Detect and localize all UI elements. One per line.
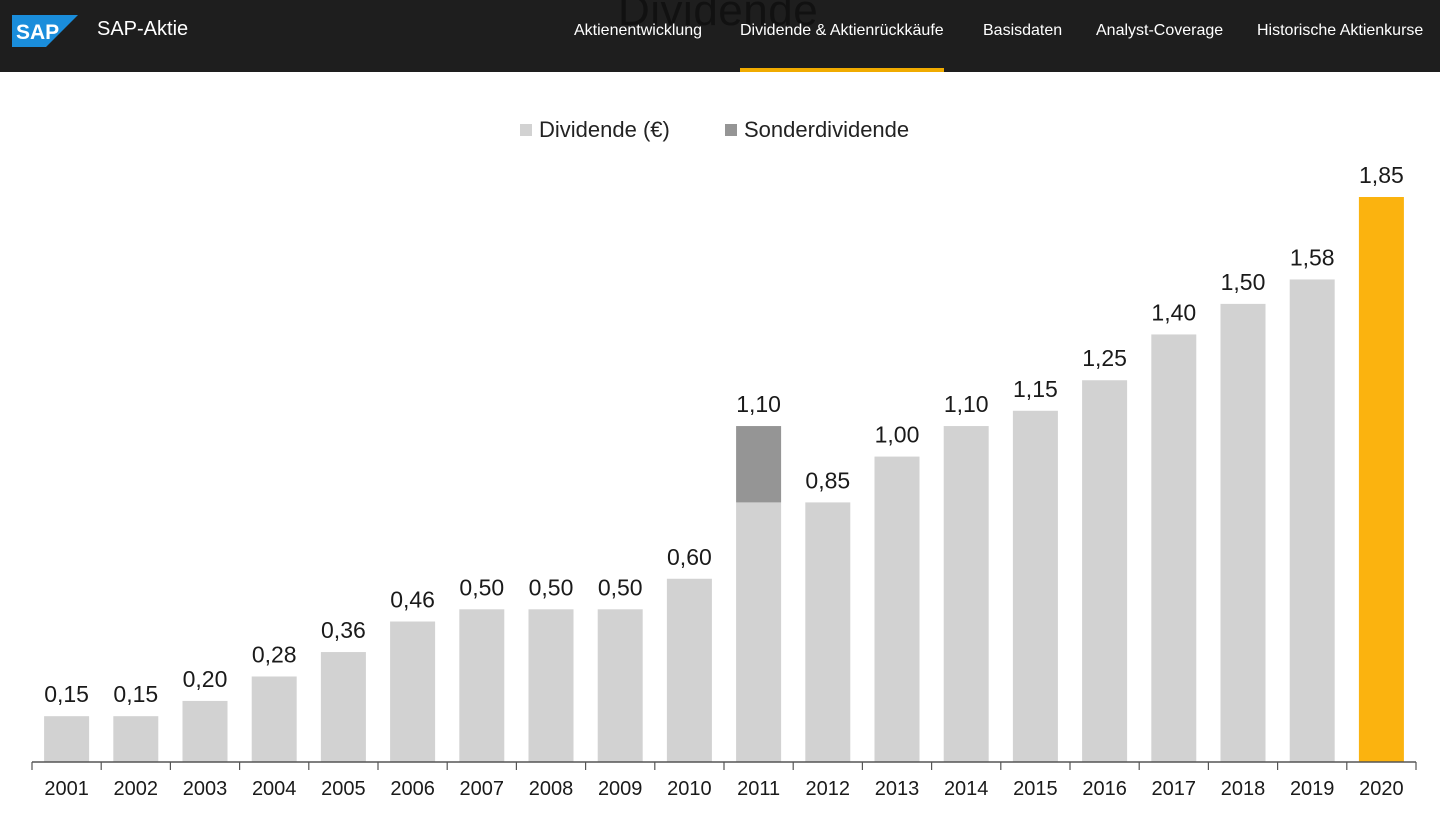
legend-swatch-dividende [520, 124, 532, 136]
nav-dividende-aktienrueckkaeufe[interactable]: Dividende & Aktienrückkäufe [740, 22, 944, 72]
nav-historische-aktienkurse[interactable]: Historische Aktienkurse [1257, 22, 1424, 39]
data-label-2012: 0,85 [805, 467, 850, 493]
data-label-2014: 1,10 [944, 391, 989, 417]
data-label-2015: 1,15 [1013, 376, 1058, 402]
bar-2016 [1082, 380, 1128, 762]
legend-label-dividende: Dividende (€) [539, 117, 670, 142]
bar-2012 [805, 502, 851, 762]
data-label-2019: 1,58 [1290, 244, 1335, 270]
x-tick-label-2010: 2010 [667, 778, 712, 800]
data-label-2013: 1,00 [875, 422, 920, 448]
legend-swatch-sonderdividende [725, 124, 737, 136]
data-label-2006: 0,46 [390, 587, 435, 613]
brand-title[interactable]: SAP-Aktie [97, 18, 189, 40]
x-tick-label-2014: 2014 [944, 778, 989, 800]
bar-2019 [1289, 279, 1335, 762]
data-label-2009: 0,50 [598, 574, 643, 600]
data-label-2004: 0,28 [252, 641, 297, 667]
bar-2018 [1220, 303, 1266, 762]
x-tick-label-2020: 2020 [1359, 778, 1404, 800]
x-tick-label-2013: 2013 [875, 778, 920, 800]
bar-2011 [736, 502, 782, 762]
nav-analyst-coverage[interactable]: Analyst-Coverage [1096, 22, 1224, 39]
x-tick-label-2007: 2007 [460, 778, 505, 800]
data-label-2016: 1,25 [1082, 345, 1127, 371]
data-label-2010: 0,60 [667, 544, 712, 570]
data-label-2018: 1,50 [1221, 269, 1266, 295]
bar-2008 [528, 609, 574, 762]
legend-item-dividende: Dividende (€) [520, 117, 670, 143]
x-tick-label-2018: 2018 [1221, 778, 1266, 800]
x-tick-label-2008: 2008 [529, 778, 574, 800]
bar-2013 [874, 456, 920, 762]
x-tick-label-2017: 2017 [1152, 778, 1197, 800]
x-tick-label-2006: 2006 [390, 778, 435, 800]
data-label-2001: 0,15 [44, 681, 89, 707]
bar-special-2011 [736, 426, 782, 503]
x-tick-label-2005: 2005 [321, 778, 366, 800]
data-label-2017: 1,40 [1151, 299, 1196, 325]
bar-2014 [943, 426, 989, 762]
data-label-2005: 0,36 [321, 617, 366, 643]
top-navigation-bar: Dividende SAP SAP-Aktie Aktienentwicklun… [0, 0, 1440, 72]
data-label-2011: 1,10 [736, 391, 781, 417]
x-tick-label-2012: 2012 [806, 778, 851, 800]
data-label-2020: 1,85 [1359, 162, 1404, 188]
bar-2001 [44, 716, 90, 762]
data-label-2007: 0,50 [459, 574, 504, 600]
obscured-page-title: Dividende [618, 0, 819, 35]
bar-2017 [1151, 334, 1197, 762]
data-label-2003: 0,20 [183, 666, 228, 692]
x-tick-label-2003: 2003 [183, 778, 228, 800]
bar-2002 [113, 716, 159, 762]
x-tick-label-2001: 2001 [44, 778, 89, 800]
legend-label-sonderdividende: Sonderdividende [744, 117, 910, 142]
bar-2006 [390, 621, 436, 762]
bar-2015 [1012, 410, 1058, 762]
bar-2007 [459, 609, 505, 762]
bar-2004 [251, 676, 297, 762]
nav-aktienentwicklung[interactable]: Aktienentwicklung [574, 22, 703, 39]
x-tick-label-2016: 2016 [1082, 778, 1127, 800]
bar-2005 [320, 652, 366, 762]
data-label-2002: 0,15 [113, 681, 158, 707]
x-tick-label-2002: 2002 [114, 778, 159, 800]
sap-logo[interactable]: SAP [12, 15, 78, 47]
bar-2010 [666, 578, 712, 762]
x-tick-label-2015: 2015 [1013, 778, 1058, 800]
bar-2003 [182, 700, 228, 762]
legend-item-sonderdividende: Sonderdividende [725, 117, 909, 143]
bar-2020 [1358, 197, 1404, 762]
bar-2009 [597, 609, 643, 762]
nav-basisdaten[interactable]: Basisdaten [983, 22, 1063, 39]
x-tick-label-2019: 2019 [1290, 778, 1335, 800]
data-label-2008: 0,50 [529, 574, 574, 600]
logo-text: SAP [16, 21, 59, 44]
x-tick-label-2009: 2009 [598, 778, 643, 800]
x-tick-label-2004: 2004 [252, 778, 297, 800]
x-tick-label-2011: 2011 [737, 778, 780, 800]
